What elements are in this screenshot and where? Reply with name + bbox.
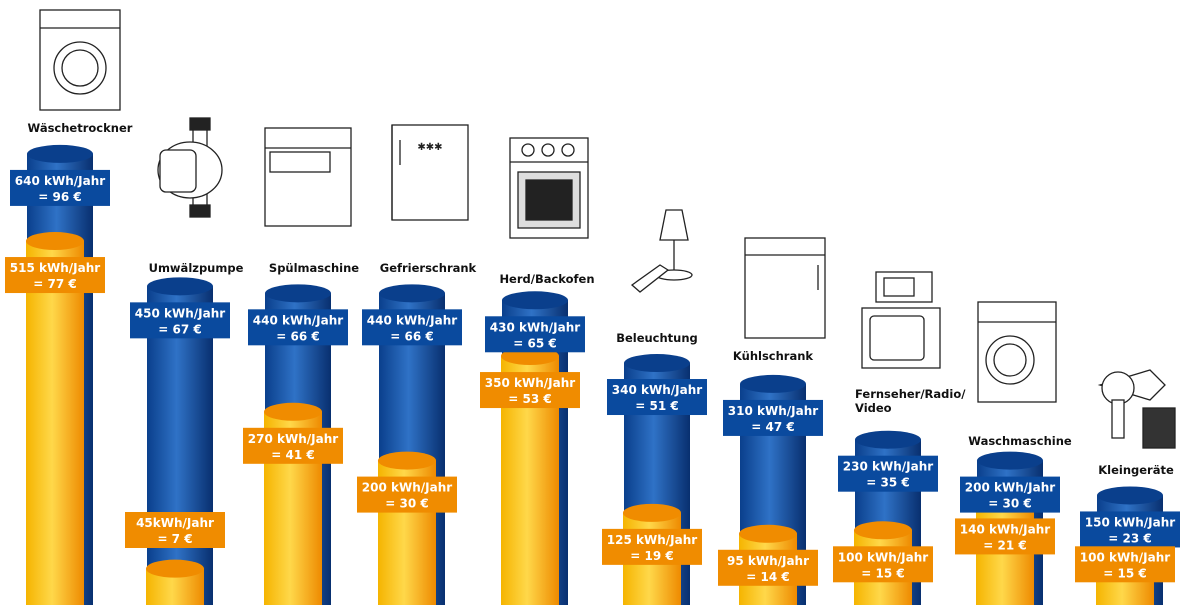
category-label-6: Kühlschrank bbox=[733, 349, 813, 363]
svg-text:515 kWh/Jahr: 515 kWh/Jahr bbox=[10, 261, 100, 275]
svg-text:= 41 €: = 41 € bbox=[271, 448, 314, 462]
orange-value-label-0: 515 kWh/Jahr = 77 € bbox=[5, 257, 105, 294]
svg-text:140 kWh/Jahr: 140 kWh/Jahr bbox=[960, 522, 1050, 536]
orange-value-label-7: 100 kWh/Jahr = 15 € bbox=[833, 546, 933, 583]
appliance-icons: ✱✱✱ bbox=[39, 9, 1176, 449]
blue-value-label-6: 310 kWh/Jahr = 47 € bbox=[723, 399, 823, 436]
category-label-2: Spülmaschine bbox=[269, 261, 359, 275]
fridge-icon bbox=[744, 237, 826, 339]
svg-text:340 kWh/Jahr: 340 kWh/Jahr bbox=[612, 383, 702, 397]
svg-text:= 30 €: = 30 € bbox=[988, 497, 1031, 511]
svg-text:= 7 €: = 7 € bbox=[157, 532, 192, 546]
lamp-icon bbox=[630, 209, 693, 293]
svg-text:200 kWh/Jahr: 200 kWh/Jahr bbox=[965, 481, 1055, 495]
svg-text:= 66 €: = 66 € bbox=[390, 329, 433, 343]
blue-value-label-2: 440 kWh/Jahr = 66 € bbox=[248, 309, 348, 346]
blue-value-label-7: 230 kWh/Jahr = 35 € bbox=[838, 455, 938, 492]
svg-text:450 kWh/Jahr: 450 kWh/Jahr bbox=[135, 306, 225, 320]
washing-machine-icon bbox=[977, 301, 1057, 403]
orange-bar-1 bbox=[146, 559, 204, 605]
svg-text:= 15 €: = 15 € bbox=[1103, 566, 1146, 580]
svg-text:100 kWh/Jahr: 100 kWh/Jahr bbox=[838, 550, 928, 564]
svg-text:= 14 €: = 14 € bbox=[746, 570, 789, 584]
blue-value-label-9: 150 kWh/Jahr = 23 € bbox=[1080, 511, 1180, 548]
svg-text:125 kWh/Jahr: 125 kWh/Jahr bbox=[607, 533, 697, 547]
orange-value-label-6: 95 kWh/Jahr = 14 € bbox=[718, 549, 818, 586]
svg-text:200 kWh/Jahr: 200 kWh/Jahr bbox=[362, 481, 452, 495]
svg-text:= 66 €: = 66 € bbox=[276, 329, 319, 343]
blue-bar-1 bbox=[147, 277, 213, 605]
value-labels: 640 kWh/Jahr = 96 € 450 kWh/Jahr = 67 € 440 … bbox=[5, 169, 1180, 586]
svg-text:350 kWh/Jahr: 350 kWh/Jahr bbox=[485, 376, 575, 390]
svg-text:= 15 €: = 15 € bbox=[861, 566, 904, 580]
category-label-1: Umwälzpumpe bbox=[149, 261, 244, 275]
orange-bar-3 bbox=[378, 451, 436, 605]
category-label-4: Herd/Backofen bbox=[499, 272, 594, 286]
blue-value-label-1: 450 kWh/Jahr = 67 € bbox=[130, 302, 230, 339]
category-label-3: Gefrierschrank bbox=[380, 261, 477, 275]
category-label-5: Beleuchtung bbox=[616, 331, 698, 345]
svg-text:310 kWh/Jahr: 310 kWh/Jahr bbox=[728, 404, 818, 418]
category-label-9: Kleingeräte bbox=[1098, 463, 1174, 477]
svg-text:= 53 €: = 53 € bbox=[508, 392, 551, 406]
svg-text:440 kWh/Jahr: 440 kWh/Jahr bbox=[253, 313, 343, 327]
orange-bar-0 bbox=[26, 232, 84, 605]
svg-text:95 kWh/Jahr: 95 kWh/Jahr bbox=[727, 554, 809, 568]
svg-text:430 kWh/Jahr: 430 kWh/Jahr bbox=[490, 320, 580, 334]
blue-value-label-5: 340 kWh/Jahr = 51 € bbox=[607, 379, 707, 416]
svg-text:= 65 €: = 65 € bbox=[513, 336, 556, 350]
blue-value-label-8: 200 kWh/Jahr = 30 € bbox=[960, 476, 1060, 513]
svg-text:= 23 €: = 23 € bbox=[1108, 531, 1151, 545]
orange-value-label-4: 350 kWh/Jahr = 53 € bbox=[480, 372, 580, 409]
svg-text:= 67 €: = 67 € bbox=[158, 322, 201, 336]
dryer-icon bbox=[39, 9, 121, 111]
blue-value-label-0: 640 kWh/Jahr = 96 € bbox=[10, 169, 110, 206]
svg-text:= 35 €: = 35 € bbox=[866, 476, 909, 490]
svg-text:= 21 €: = 21 € bbox=[983, 538, 1026, 552]
svg-text:= 77 €: = 77 € bbox=[33, 277, 76, 291]
svg-text:440 kWh/Jahr: 440 kWh/Jahr bbox=[367, 313, 457, 327]
svg-text:45kWh/Jahr: 45kWh/Jahr bbox=[136, 516, 214, 530]
category-label-8: Waschmaschine bbox=[968, 434, 1072, 448]
freezer-icon: ✱✱✱ bbox=[391, 124, 469, 221]
orange-value-label-9: 100 kWh/Jahr = 15 € bbox=[1075, 546, 1175, 583]
svg-text:100 kWh/Jahr: 100 kWh/Jahr bbox=[1080, 550, 1170, 564]
svg-text:= 47 €: = 47 € bbox=[751, 420, 794, 434]
svg-text:230 kWh/Jahr: 230 kWh/Jahr bbox=[843, 460, 933, 474]
svg-text:= 51 €: = 51 € bbox=[635, 399, 678, 413]
dishwasher-icon bbox=[264, 127, 352, 227]
hairdryer-icon bbox=[1097, 369, 1176, 449]
category-labels: Wäschetrockner Umwälzpumpe Spülmaschine Gef… bbox=[28, 121, 1174, 477]
svg-text:= 19 €: = 19 € bbox=[630, 549, 673, 563]
svg-text:150 kWh/Jahr: 150 kWh/Jahr bbox=[1085, 515, 1175, 529]
circulation-pump-icon bbox=[157, 117, 223, 218]
orange-value-label-8: 140 kWh/Jahr = 21 € bbox=[955, 518, 1055, 555]
svg-text:640 kWh/Jahr: 640 kWh/Jahr bbox=[15, 174, 105, 188]
category-label-7: Fernseher/Radio/Video bbox=[855, 387, 966, 415]
stove-icon bbox=[509, 137, 589, 239]
blue-value-label-3: 440 kWh/Jahr = 66 € bbox=[362, 309, 462, 346]
svg-text:270 kWh/Jahr: 270 kWh/Jahr bbox=[248, 432, 338, 446]
orange-value-label-2: 270 kWh/Jahr = 41 € bbox=[243, 427, 343, 464]
orange-value-label-1: 45kWh/Jahr = 7 € bbox=[125, 512, 225, 548]
tv-radio-icon bbox=[861, 271, 941, 369]
blue-value-label-4: 430 kWh/Jahr = 65 € bbox=[485, 316, 585, 353]
category-label-0: Wäschetrockner bbox=[28, 121, 133, 135]
svg-text:= 96 €: = 96 € bbox=[38, 190, 81, 204]
orange-value-label-5: 125 kWh/Jahr = 19 € bbox=[602, 528, 702, 565]
svg-text:= 30 €: = 30 € bbox=[385, 497, 428, 511]
svg-text:✱✱✱: ✱✱✱ bbox=[417, 142, 442, 153]
orange-value-label-3: 200 kWh/Jahr = 30 € bbox=[357, 476, 457, 513]
